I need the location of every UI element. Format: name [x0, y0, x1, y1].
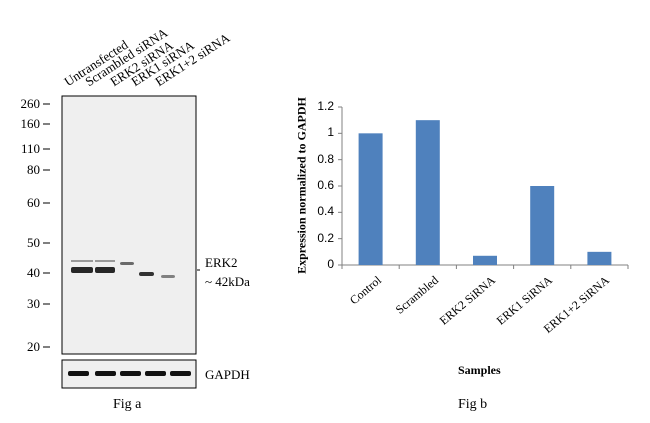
y-tick-marks: [338, 106, 342, 266]
y-tick-label: 1: [327, 125, 334, 140]
marker-label: 110: [20, 141, 40, 156]
y-tick-label: 0.8: [317, 151, 334, 166]
erk2-label: ERK2: [205, 255, 238, 270]
marker-label: 160: [20, 116, 41, 131]
gapdh-band: [145, 371, 166, 376]
bar-scrambled: [415, 120, 440, 266]
y-tick-label: 1.2: [317, 99, 334, 113]
y-tick-label: 0.4: [317, 204, 334, 219]
erk-band: [71, 260, 93, 262]
marker-label: 20: [27, 339, 40, 354]
erk-band: [71, 267, 93, 273]
y-tick-label: 0: [327, 257, 334, 271]
erk-band: [120, 262, 134, 265]
erk-band: [161, 275, 175, 278]
gapdh-band: [68, 371, 89, 376]
y-tick-label: 0.6: [317, 178, 334, 192]
marker-label: 40: [27, 265, 40, 280]
bar-erk2-sirna: [473, 255, 497, 265]
x-tick-marks: [341, 265, 629, 269]
fig-a-caption: Fig a: [113, 397, 142, 412]
bar-erk1-sirna: [530, 186, 555, 265]
x-axis-label: Samples: [458, 363, 501, 377]
erk-band: [139, 272, 154, 276]
y-tick-label: 0.2: [317, 230, 334, 245]
bar-erk1-2-sirna: [587, 251, 612, 265]
gapdh-label: GAPDH: [205, 367, 250, 382]
bar-control: [358, 133, 383, 265]
erk-band: [95, 267, 115, 273]
y-axis-label: Expression normalized to GAPDH: [294, 97, 309, 274]
gapdh-band: [120, 371, 141, 376]
bars: [358, 120, 612, 266]
marker-label: 50: [27, 235, 40, 250]
gapdh-band: [170, 371, 191, 376]
gapdh-band: [95, 371, 116, 376]
erk-bands: [71, 260, 175, 278]
marker-label: 260: [20, 96, 41, 111]
erk2-size-label: ~ 42kDa: [205, 274, 250, 289]
marker-label: 80: [27, 162, 40, 177]
fig-b-caption: Fig b: [458, 397, 488, 412]
blot-membrane: [61, 95, 197, 355]
marker-label: 30: [27, 296, 40, 311]
erk-band: [95, 260, 115, 262]
marker-label: 60: [27, 195, 40, 210]
marker-ticks: [43, 103, 50, 348]
gapdh-bands: [68, 371, 191, 376]
